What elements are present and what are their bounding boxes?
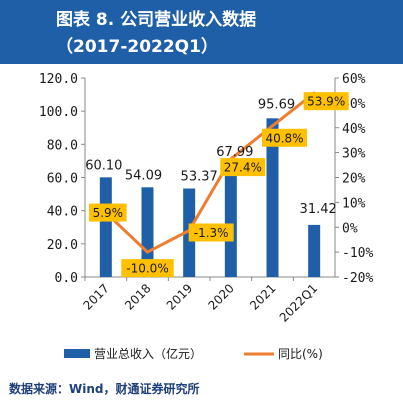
bar-value-label: 60.10 [85,158,122,173]
pct-label-box [220,158,266,177]
pct-label: 53.9% [307,95,345,109]
bar-value-label: 95.69 [258,97,295,112]
pct-label-box [303,92,349,111]
x-tick-label: 2022Q1 [277,281,321,325]
source-note: 数据来源：Wind，财通证券研究所 [9,382,200,396]
x-tick-label: 2017 [80,281,111,312]
right-tick-label: 60% [342,72,366,87]
legend-bar-swatch [64,349,90,358]
chart-title: 图表 8. 公司营业收入数据 [56,10,257,30]
pct-label: 5.9% [93,206,124,220]
chart-subtitle: （2017-2022Q1） [56,37,218,57]
left-tick-label: 80.0 [47,138,78,153]
right-tick-label: 10% [342,196,366,211]
left-tick-label: 60.0 [47,172,78,187]
right-tick-label: 40% [342,122,366,137]
left-tick-label: 0.0 [55,271,78,286]
bar-value-label: 53.37 [181,169,218,184]
legend: 营业总收入（亿元） 同比(%) [64,346,323,361]
pct-label: -10.0% [126,262,168,276]
bar-value-label: 67.99 [216,145,253,160]
legend-bar-label: 营业总收入（亿元） [94,346,202,361]
right-tick-label: -10% [342,246,373,261]
line-point [146,250,149,254]
bar [266,118,279,277]
line-point [271,124,274,128]
left-tick-label: 100.0 [39,105,78,120]
bar [308,224,321,277]
bar [224,164,237,277]
right-tick-label: 30% [342,147,366,162]
legend-line-label: 同比(%) [278,347,323,361]
x-tick-label: 2021 [247,281,278,312]
pct-label-box [188,223,234,242]
bar [141,187,154,277]
right-tick-label: 20% [342,172,366,187]
pct-label: 40.8% [265,131,303,145]
left-tick-label: 20.0 [47,238,78,253]
right-tick-label: -20% [342,271,373,286]
pct-label-box [89,203,127,222]
header-bar: 图表 8. 公司营业收入数据 （2017-2022Q1） [0,0,403,64]
x-tick-label: 2020 [205,281,236,312]
pct-label-box [262,128,307,147]
pct-label: -1.3% [194,226,229,240]
pct-label: 27.4% [224,161,262,175]
chart: 0.0 20.0 40.0 60.0 80.0 100.0 120.0 -20% -10% 0% 1… [39,72,374,361]
growth-line [104,91,316,254]
x-tick-label: 2019 [164,281,195,312]
bar-value-label: 54.09 [125,168,162,183]
bar-value-label: 31.42 [300,202,337,217]
right-tick-label: 0% [342,221,358,236]
left-tick-label: 120.0 [39,72,78,87]
left-tick-label: 40.0 [47,205,78,220]
bar [99,177,112,277]
pct-label-box [121,259,174,278]
x-tick-label: 2018 [122,281,153,312]
